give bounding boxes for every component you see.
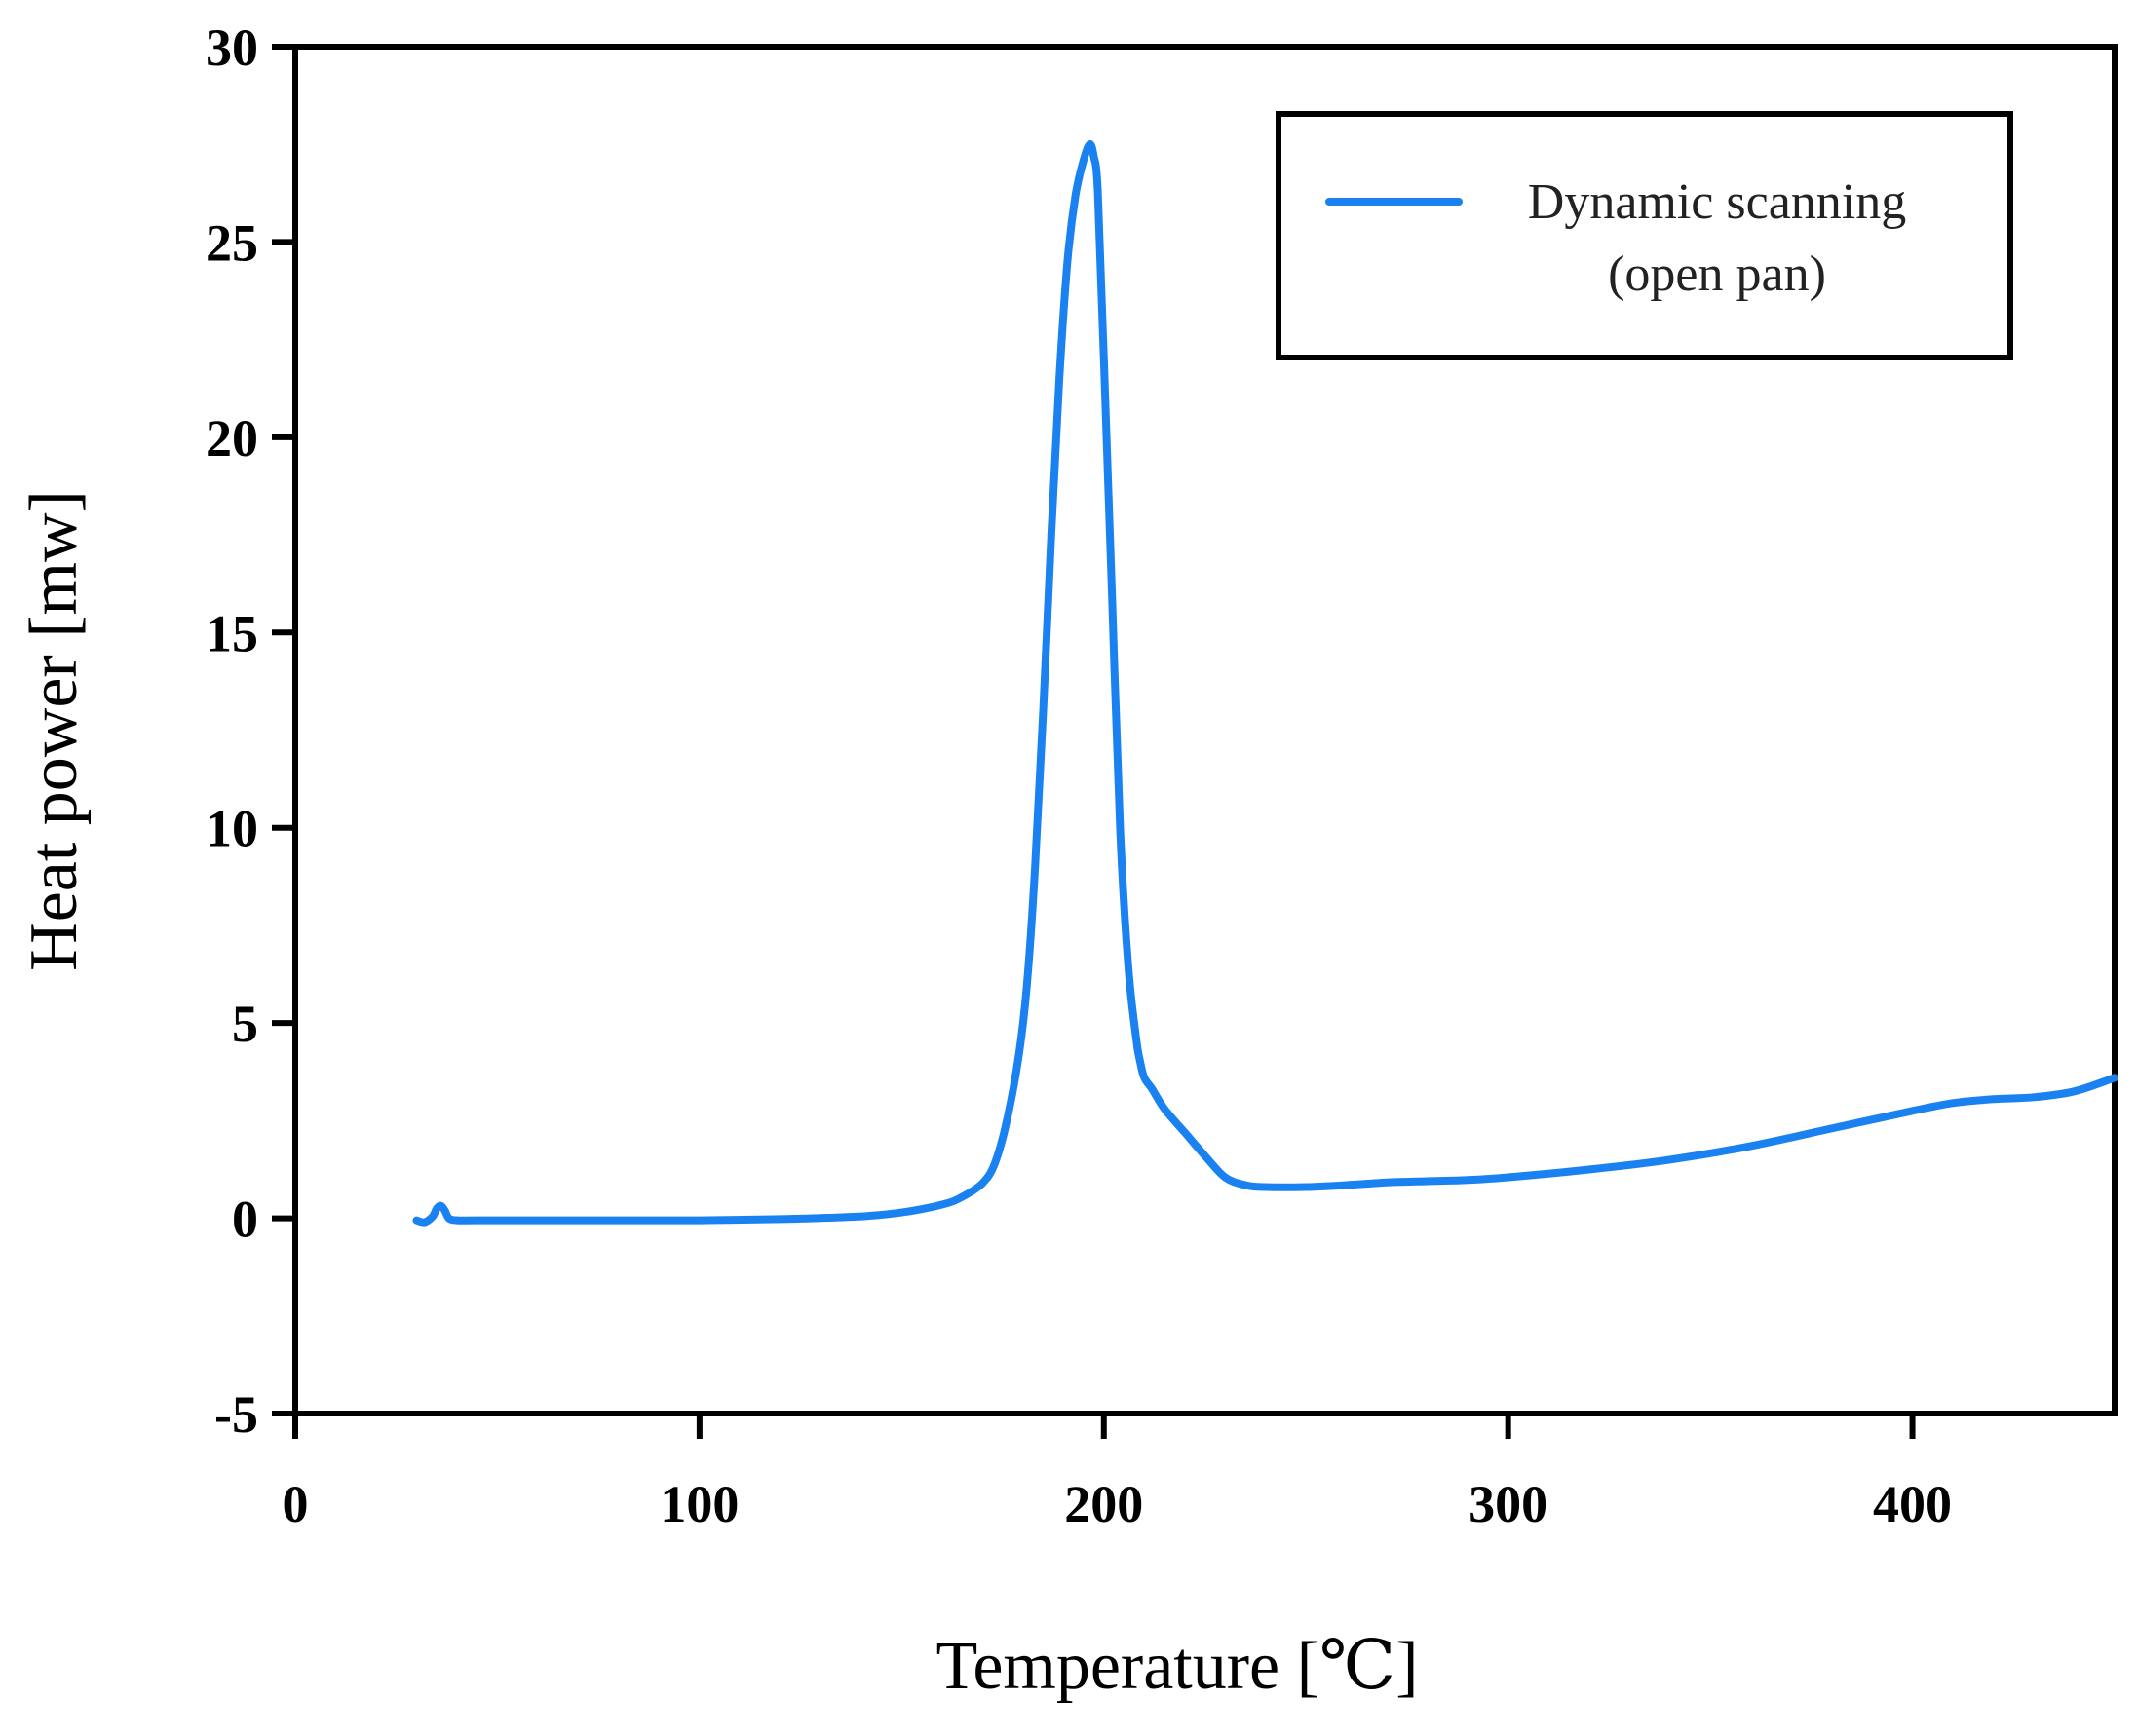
legend-box <box>1276 111 2013 360</box>
y-axis-ticks: -5 0 5 10 15 20 25 30 <box>206 19 295 1444</box>
y-tick-label: -5 <box>214 1385 258 1444</box>
y-tick-label: 10 <box>206 800 258 858</box>
series-line <box>412 140 2118 1227</box>
legend-label-line2: (open pan) <box>1608 246 1826 302</box>
y-tick-label: 20 <box>206 409 258 468</box>
legend: Dynamic scanning (open pan) <box>1276 111 2013 360</box>
x-axis-ticks: 0 100 200 300 400 <box>283 1414 1952 1533</box>
y-axis-title: Heat power [mw] <box>17 490 92 971</box>
y-tick-label: 5 <box>232 995 258 1053</box>
x-axis-title: Temperature [℃] <box>935 1629 1418 1704</box>
plot-area <box>292 44 2118 1416</box>
x-tick-label: 200 <box>1064 1475 1143 1533</box>
y-tick-label: 0 <box>232 1190 258 1249</box>
y-tick-label: 30 <box>206 19 258 77</box>
x-tick-label: 0 <box>283 1475 309 1533</box>
x-tick-label: 300 <box>1469 1475 1547 1533</box>
x-tick-label: 100 <box>660 1475 739 1533</box>
x-tick-label: 400 <box>1873 1475 1952 1533</box>
series-layer <box>412 140 2118 1227</box>
y-tick-label: 15 <box>206 604 258 662</box>
y-tick-label: 25 <box>206 213 258 272</box>
legend-label: Dynamic scanning <box>1528 174 1906 230</box>
